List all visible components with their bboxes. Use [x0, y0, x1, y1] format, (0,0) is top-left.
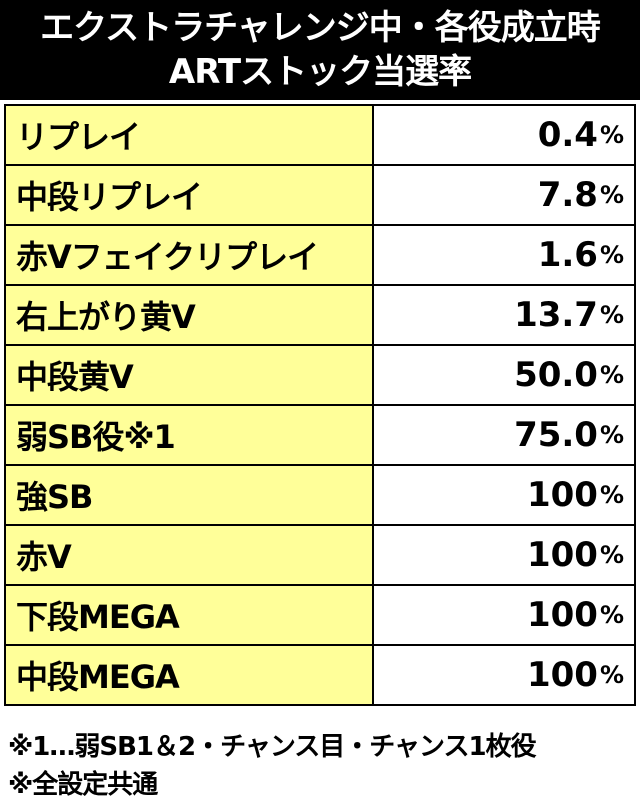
- table-row: 中段リプレイ 7.8%: [6, 166, 636, 226]
- row-value: 1.6%: [374, 226, 636, 286]
- row-label: 中段MEGA: [6, 646, 374, 706]
- value-unit: %: [599, 421, 624, 449]
- value-unit: %: [599, 361, 624, 389]
- footnotes: ※1…弱SB1＆2・チャンス目・チャンス1枚役 ※全設定共通: [8, 728, 537, 804]
- value-unit: %: [599, 661, 624, 689]
- table-row: リプレイ 0.4%: [6, 106, 636, 166]
- row-value: 50.0%: [374, 346, 636, 406]
- footnote-2: ※全設定共通: [8, 770, 158, 800]
- value-unit: %: [599, 301, 624, 329]
- footnote-1: ※1…弱SB1＆2・チャンス目・チャンス1枚役: [8, 732, 537, 762]
- table-row: 強SB 100%: [6, 466, 636, 526]
- table-row: 下段MEGA 100%: [6, 586, 636, 646]
- value-number: 13.7: [514, 295, 598, 335]
- row-label: 弱SB役※1: [6, 406, 374, 466]
- value-number: 100: [526, 475, 598, 515]
- table-row: 中段MEGA 100%: [6, 646, 636, 706]
- row-value: 100%: [374, 586, 636, 646]
- row-value: 13.7%: [374, 286, 636, 346]
- page-header: エクストラチャレンジ中・各役成立時 ARTストック当選率: [0, 0, 640, 100]
- value-unit: %: [599, 241, 624, 269]
- row-label: 下段MEGA: [6, 586, 374, 646]
- row-label: 中段黄V: [6, 346, 374, 406]
- row-value: 7.8%: [374, 166, 636, 226]
- row-label: リプレイ: [6, 106, 374, 166]
- value-unit: %: [599, 481, 624, 509]
- table-row: 弱SB役※1 75.0%: [6, 406, 636, 466]
- value-number: 50.0: [514, 355, 598, 395]
- value-number: 100: [526, 535, 598, 575]
- table-row: 中段黄V 50.0%: [6, 346, 636, 406]
- row-value: 100%: [374, 646, 636, 706]
- value-unit: %: [599, 121, 624, 149]
- value-number: 7.8: [537, 175, 598, 215]
- value-number: 100: [526, 595, 598, 635]
- table-row: 赤V 100%: [6, 526, 636, 586]
- rate-table: リプレイ 0.4% 中段リプレイ 7.8% 赤Vフェイクリプレイ 1.6% 右上…: [4, 104, 636, 706]
- value-number: 100: [526, 655, 598, 695]
- table-row: 右上がり黄V 13.7%: [6, 286, 636, 346]
- value-number: 1.6: [537, 235, 598, 275]
- value-unit: %: [599, 601, 624, 629]
- row-label: 中段リプレイ: [6, 166, 374, 226]
- row-label: 赤Vフェイクリプレイ: [6, 226, 374, 286]
- value-number: 75.0: [514, 415, 598, 455]
- page-title: エクストラチャレンジ中・各役成立時: [40, 8, 601, 48]
- value-unit: %: [599, 181, 624, 209]
- row-value: 100%: [374, 526, 636, 586]
- value-number: 0.4: [537, 115, 598, 155]
- row-label: 赤V: [6, 526, 374, 586]
- row-value: 100%: [374, 466, 636, 526]
- row-label: 右上がり黄V: [6, 286, 374, 346]
- row-value: 75.0%: [374, 406, 636, 466]
- row-value: 0.4%: [374, 106, 636, 166]
- row-label: 強SB: [6, 466, 374, 526]
- table-row: 赤Vフェイクリプレイ 1.6%: [6, 226, 636, 286]
- value-unit: %: [599, 541, 624, 569]
- page-subtitle: ARTストック当選率: [168, 52, 472, 92]
